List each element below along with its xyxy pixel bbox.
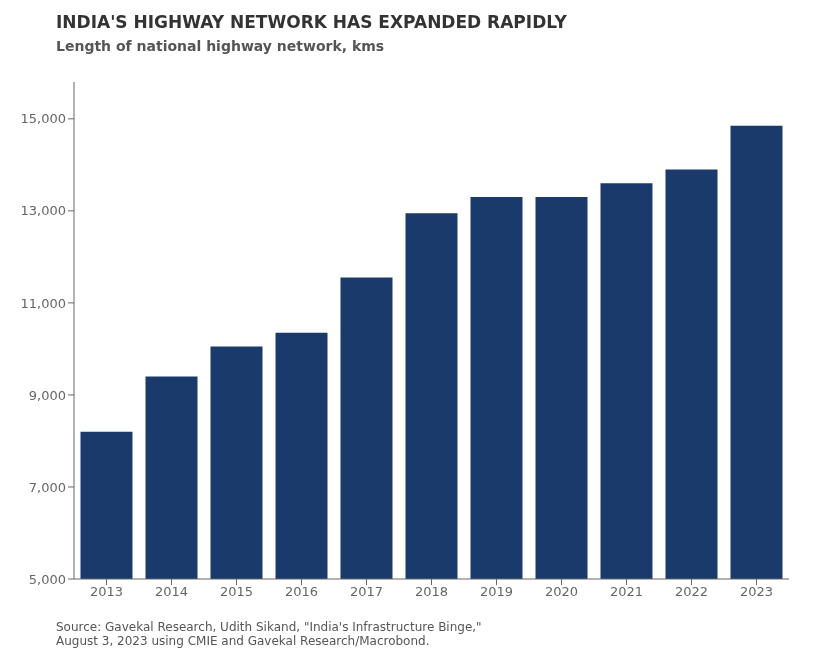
svg-text:13,000: 13,000 bbox=[21, 203, 67, 218]
svg-text:2020: 2020 bbox=[545, 584, 578, 599]
svg-text:2021: 2021 bbox=[610, 584, 643, 599]
svg-text:2023: 2023 bbox=[740, 584, 773, 599]
svg-text:7,000: 7,000 bbox=[29, 480, 66, 495]
svg-text:2015: 2015 bbox=[220, 584, 253, 599]
svg-text:2018: 2018 bbox=[415, 584, 448, 599]
svg-text:2022: 2022 bbox=[675, 584, 708, 599]
html-text:August 3, 2023 using CMIE and: August 3, 2023 using CMIE and Gavekal Re… bbox=[56, 634, 430, 648]
svg-text:11,000: 11,000 bbox=[21, 296, 67, 311]
html-text:INDIA'S HIGHWAY NETWORK HAS EX: INDIA'S HIGHWAY NETWORK HAS EXPANDED RAP… bbox=[56, 12, 567, 32]
html-text:Source: Gavekal Research, Udit: Source: Gavekal Research, Udith Sikand, … bbox=[56, 620, 482, 634]
svg-text:15,000: 15,000 bbox=[21, 111, 67, 126]
svg-text:2014: 2014 bbox=[155, 584, 188, 599]
svg-text:5,000: 5,000 bbox=[29, 572, 66, 587]
svg-text:2019: 2019 bbox=[480, 584, 513, 599]
svg-text:2016: 2016 bbox=[285, 584, 318, 599]
svg-text:9,000: 9,000 bbox=[29, 388, 66, 403]
svg-text:2017: 2017 bbox=[350, 584, 383, 599]
svg-text:2013: 2013 bbox=[90, 584, 123, 599]
html-text:Length of national highway net: Length of national highway network, kms bbox=[56, 38, 385, 54]
